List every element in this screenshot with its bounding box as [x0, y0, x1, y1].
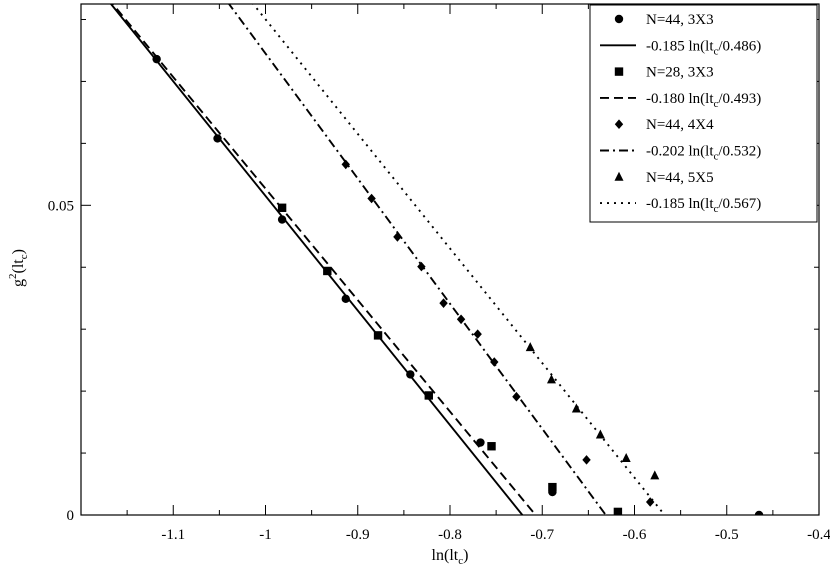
legend-label: N=28, 3X3 — [646, 65, 714, 81]
fit-line-5 — [227, 4, 607, 515]
legend-entry: -0.185 ln(ltc/0.486) — [600, 38, 761, 57]
data-point-circle — [341, 294, 350, 304]
x-axis: -1.1 -1 -0.9 -0.8 -0.7 -0.6 -0.5 -0.4 — [126, 4, 830, 543]
x-tick-label: -0.9 — [346, 527, 370, 543]
data-point-square — [277, 203, 287, 212]
data-point-diamond — [439, 298, 448, 308]
fit-line-3 — [111, 4, 537, 515]
data-point-diamond — [512, 391, 521, 402]
legend-label: N=44, 5X5 — [646, 170, 714, 186]
x-tick-label: -1.1 — [161, 527, 185, 543]
data-point-square — [613, 507, 623, 515]
legend-label: N=44, 4X4 — [646, 117, 714, 133]
data-point-triangle — [621, 453, 631, 463]
legend-entry: -0.202 ln(ltc/0.532) — [600, 144, 761, 163]
legend-entry: N=28, 3X3 — [614, 65, 714, 81]
x-tick-label: -0.8 — [438, 527, 462, 543]
data-point-circle — [476, 438, 485, 447]
data-point-diamond — [417, 261, 426, 272]
legend-marker — [614, 14, 624, 24]
legend-label: -0.180 ln(ltc/0.493) — [646, 91, 761, 110]
legend-label: -0.185 ln(ltc/0.567) — [646, 196, 761, 215]
legend-entry: -0.180 ln(ltc/0.493) — [600, 91, 761, 110]
legend-entry: N=44, 3X3 — [614, 12, 714, 28]
legend-marker — [614, 119, 624, 129]
x-tick-label: -1 — [259, 527, 272, 543]
legend-label: -0.202 ln(ltc/0.532) — [646, 144, 761, 163]
data-point-diamond — [456, 314, 466, 325]
data-point-diamond — [473, 329, 482, 339]
data-point-diamond — [582, 455, 591, 465]
series-points — [152, 54, 764, 515]
data-point-triangle — [571, 403, 581, 413]
legend: N=44, 3X3 -0.185 ln(ltc/0.486) N=28, 3X3 -0… — [589, 4, 818, 223]
data-point-diamond — [645, 497, 655, 507]
y-axis-label: g2(ltc) — [7, 249, 30, 287]
legend-entry: N=44, 4X4 — [614, 117, 714, 133]
data-point-circle — [213, 134, 222, 143]
data-point-square — [548, 482, 557, 492]
data-point-square — [373, 331, 383, 340]
data-point-square — [424, 391, 433, 400]
data-point-square — [323, 266, 332, 276]
data-point-diamond — [367, 193, 376, 204]
legend-entry: -0.185 ln(ltc/0.567) — [600, 196, 761, 215]
legend-label: N=44, 3X3 — [646, 12, 714, 28]
data-point-diamond — [490, 357, 499, 367]
x-tick-label: -0.7 — [530, 527, 554, 543]
data-point-diamond — [341, 159, 350, 170]
x-tick-label: -0.6 — [623, 527, 647, 543]
data-point-triangle — [595, 429, 605, 439]
x-tick-label: -0.4 — [807, 527, 830, 543]
y-tick-label: 0.05 — [48, 198, 74, 214]
legend-box — [589, 4, 818, 223]
data-point-triangle — [525, 342, 535, 352]
data-point-triangle — [546, 374, 556, 384]
data-point-circle — [277, 215, 287, 224]
data-point-circle — [152, 54, 161, 64]
legend-entry: N=44, 5X5 — [614, 170, 714, 186]
legend-marker — [614, 171, 624, 181]
y-tick-label: 0 — [67, 508, 75, 524]
data-point-triangle — [650, 470, 660, 480]
data-point-square — [487, 442, 496, 451]
x-axis-label: ln(ltc) — [432, 547, 469, 567]
x-tick-label: -0.5 — [715, 527, 739, 543]
data-point-circle — [754, 510, 764, 515]
data-point-diamond — [393, 232, 402, 242]
legend-marker — [614, 67, 624, 76]
data-point-circle — [406, 370, 415, 379]
legend-label: -0.185 ln(ltc/0.486) — [646, 38, 761, 57]
